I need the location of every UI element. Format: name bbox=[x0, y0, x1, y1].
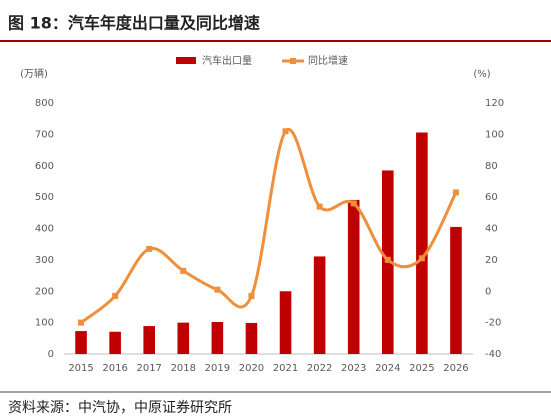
legend-swatch bbox=[176, 57, 196, 64]
y2-tick-label: 0 bbox=[485, 286, 491, 297]
y-tick-label: 600 bbox=[35, 161, 54, 172]
title: 图 18：汽车年度出口量及同比增速 bbox=[8, 14, 260, 33]
x-tick-label: 2026 bbox=[443, 363, 468, 374]
bar bbox=[177, 322, 190, 354]
y-tick-label: 700 bbox=[35, 129, 54, 140]
line-marker bbox=[384, 256, 391, 263]
y-tick-label: 300 bbox=[35, 255, 54, 266]
x-tick-label: 2023 bbox=[341, 363, 366, 374]
y2-tick-label: 100 bbox=[485, 129, 504, 140]
line-marker bbox=[418, 255, 425, 262]
line-marker bbox=[78, 319, 85, 326]
y2-tick-label: 60 bbox=[485, 192, 498, 203]
bar bbox=[313, 256, 326, 354]
bar bbox=[143, 326, 156, 354]
line bbox=[80, 127, 458, 324]
y-tick-label: 0 bbox=[48, 349, 54, 360]
line-marker bbox=[180, 267, 187, 274]
y-tick-label: 500 bbox=[35, 192, 54, 203]
bar bbox=[245, 322, 258, 354]
y2-tick-label: -20 bbox=[485, 318, 501, 329]
line-marker bbox=[316, 203, 323, 210]
line-marker bbox=[248, 292, 255, 299]
x-tick-label: 2015 bbox=[68, 363, 93, 374]
bar bbox=[75, 331, 87, 354]
x-tick-label: 2018 bbox=[171, 363, 196, 374]
line-marker bbox=[282, 128, 289, 135]
y-tick-label: 100 bbox=[35, 318, 54, 329]
bar bbox=[416, 132, 428, 354]
y2-tick-label: 40 bbox=[485, 224, 498, 235]
bar bbox=[109, 331, 121, 354]
x-tick-label: 2019 bbox=[205, 363, 230, 374]
legend-label: 汽车出口量 bbox=[202, 54, 252, 67]
y-tick-label: 800 bbox=[35, 98, 54, 109]
y2-tick-label: 20 bbox=[485, 255, 498, 266]
y-unit: (万辆) bbox=[20, 67, 48, 80]
legend-label: 同比增速 bbox=[308, 54, 348, 67]
bar bbox=[279, 291, 292, 354]
line-marker bbox=[452, 189, 459, 196]
x-tick-label: 2017 bbox=[136, 363, 161, 374]
y-tick-label: 400 bbox=[35, 224, 54, 235]
x-tick-label: 2016 bbox=[102, 363, 127, 374]
legend-swatch bbox=[290, 58, 296, 64]
y2-tick-label: 80 bbox=[485, 161, 498, 172]
x-tick-label: 2020 bbox=[239, 363, 264, 374]
bar bbox=[347, 199, 360, 354]
line-marker bbox=[214, 286, 221, 293]
line-marker bbox=[112, 292, 119, 299]
x-tick-label: 2021 bbox=[273, 363, 298, 374]
y2-tick-label: -40 bbox=[485, 349, 501, 360]
line-marker bbox=[146, 245, 153, 252]
y2-unit: (%) bbox=[473, 69, 490, 80]
source: 资料来源：中汽协，中原证券研究所 bbox=[8, 400, 232, 416]
x-tick-label: 2024 bbox=[375, 363, 400, 374]
bar bbox=[450, 226, 462, 354]
x-tick-label: 2025 bbox=[409, 363, 434, 374]
x-tick-label: 2022 bbox=[307, 363, 332, 374]
y2-tick-label: 120 bbox=[485, 98, 504, 109]
bar bbox=[211, 321, 224, 354]
y-tick-label: 200 bbox=[35, 286, 54, 297]
line-marker bbox=[350, 200, 357, 207]
